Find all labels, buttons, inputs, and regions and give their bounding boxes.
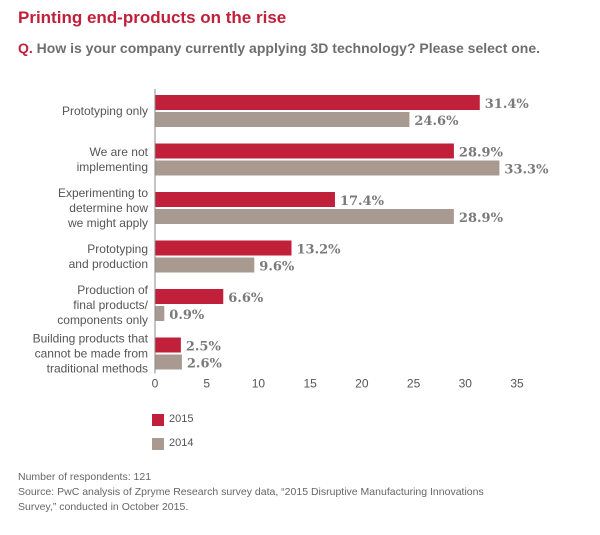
value-label-2015-3: 13.2%: [297, 243, 342, 258]
x-tick-label-0: 0: [152, 377, 159, 391]
legend-swatch-2015: [152, 414, 164, 426]
x-tick-label-2: 10: [252, 377, 266, 391]
bar-2015-1: [155, 143, 454, 159]
legend-label-2014: 2014: [169, 437, 194, 449]
category-label-2-0: Experimenting to: [58, 186, 148, 200]
bar-2015-4: [155, 289, 224, 304]
category-label-4-2: components only: [57, 313, 148, 327]
question-text: How is your company currently applying 3…: [36, 40, 541, 56]
value-label-2014-4: 0.9%: [169, 308, 205, 323]
category-label-2-2: we might apply: [67, 216, 148, 230]
value-label-2014-3: 9.6%: [259, 260, 295, 275]
category-label-1-0: We are not: [90, 145, 149, 159]
x-tick-label-5: 25: [407, 377, 421, 391]
value-label-2014-1: 33.3%: [504, 163, 549, 178]
value-label-2015-2: 17.4%: [340, 194, 385, 209]
bar-2015-3: [155, 240, 292, 256]
category-label-5-2: traditional methods: [47, 362, 148, 376]
source-note-line2: Survey,” conducted in October 2015.: [18, 501, 189, 513]
category-label-5-0: Building products that: [33, 332, 149, 346]
category-label-2-1: determine how: [69, 201, 148, 215]
category-label-5-1: cannot be made from: [35, 347, 148, 361]
chart-question: Q. How is your company currently applyin…: [18, 40, 540, 56]
category-label-4-0: Production of: [77, 283, 148, 297]
category-label-3-1: and production: [69, 257, 148, 271]
value-label-2015-4: 6.6%: [228, 291, 264, 306]
bar-2015-2: [155, 192, 335, 207]
category-label-1-1: implementing: [77, 160, 148, 174]
category-label-4-1: final products/: [73, 298, 148, 312]
bar-2014-5: [155, 354, 182, 370]
value-label-2015-1: 28.9%: [459, 146, 504, 161]
x-tick-label-3: 15: [303, 377, 317, 391]
legend-swatch-2014: [152, 438, 164, 450]
bar-2014-2: [155, 209, 454, 224]
source-note-line1: Source: PwC analysis of Zpryme Research …: [18, 486, 484, 498]
category-label-0-0: Prototyping only: [62, 104, 148, 118]
value-label-2014-5: 2.6%: [187, 357, 223, 372]
value-label-2014-2: 28.9%: [459, 211, 504, 226]
bar-2015-0: [155, 95, 480, 110]
chart-title: Printing end-products on the rise: [18, 8, 287, 27]
value-label-2015-0: 31.4%: [485, 97, 530, 112]
question-prefix: Q.: [18, 40, 33, 56]
bar-2014-3: [155, 257, 255, 273]
footnote: Number of respondents: 121 Source: PwC a…: [18, 470, 578, 515]
bar-2014-0: [155, 112, 410, 127]
x-tick-label-6: 30: [459, 377, 473, 391]
bar-2014-1: [155, 160, 500, 176]
value-label-2014-0: 24.6%: [414, 114, 459, 129]
x-tick-label-4: 20: [355, 377, 369, 391]
x-tick-label-1: 5: [203, 377, 210, 391]
value-label-2015-5: 2.5%: [186, 340, 222, 355]
legend-label-2015: 2015: [169, 413, 194, 425]
category-label-3-0: Prototyping: [87, 242, 148, 256]
bar-2015-5: [155, 337, 181, 353]
x-tick-label-7: 35: [510, 377, 524, 391]
bar-2014-4: [155, 306, 165, 321]
respondents-note: Number of respondents: 121: [18, 471, 152, 483]
